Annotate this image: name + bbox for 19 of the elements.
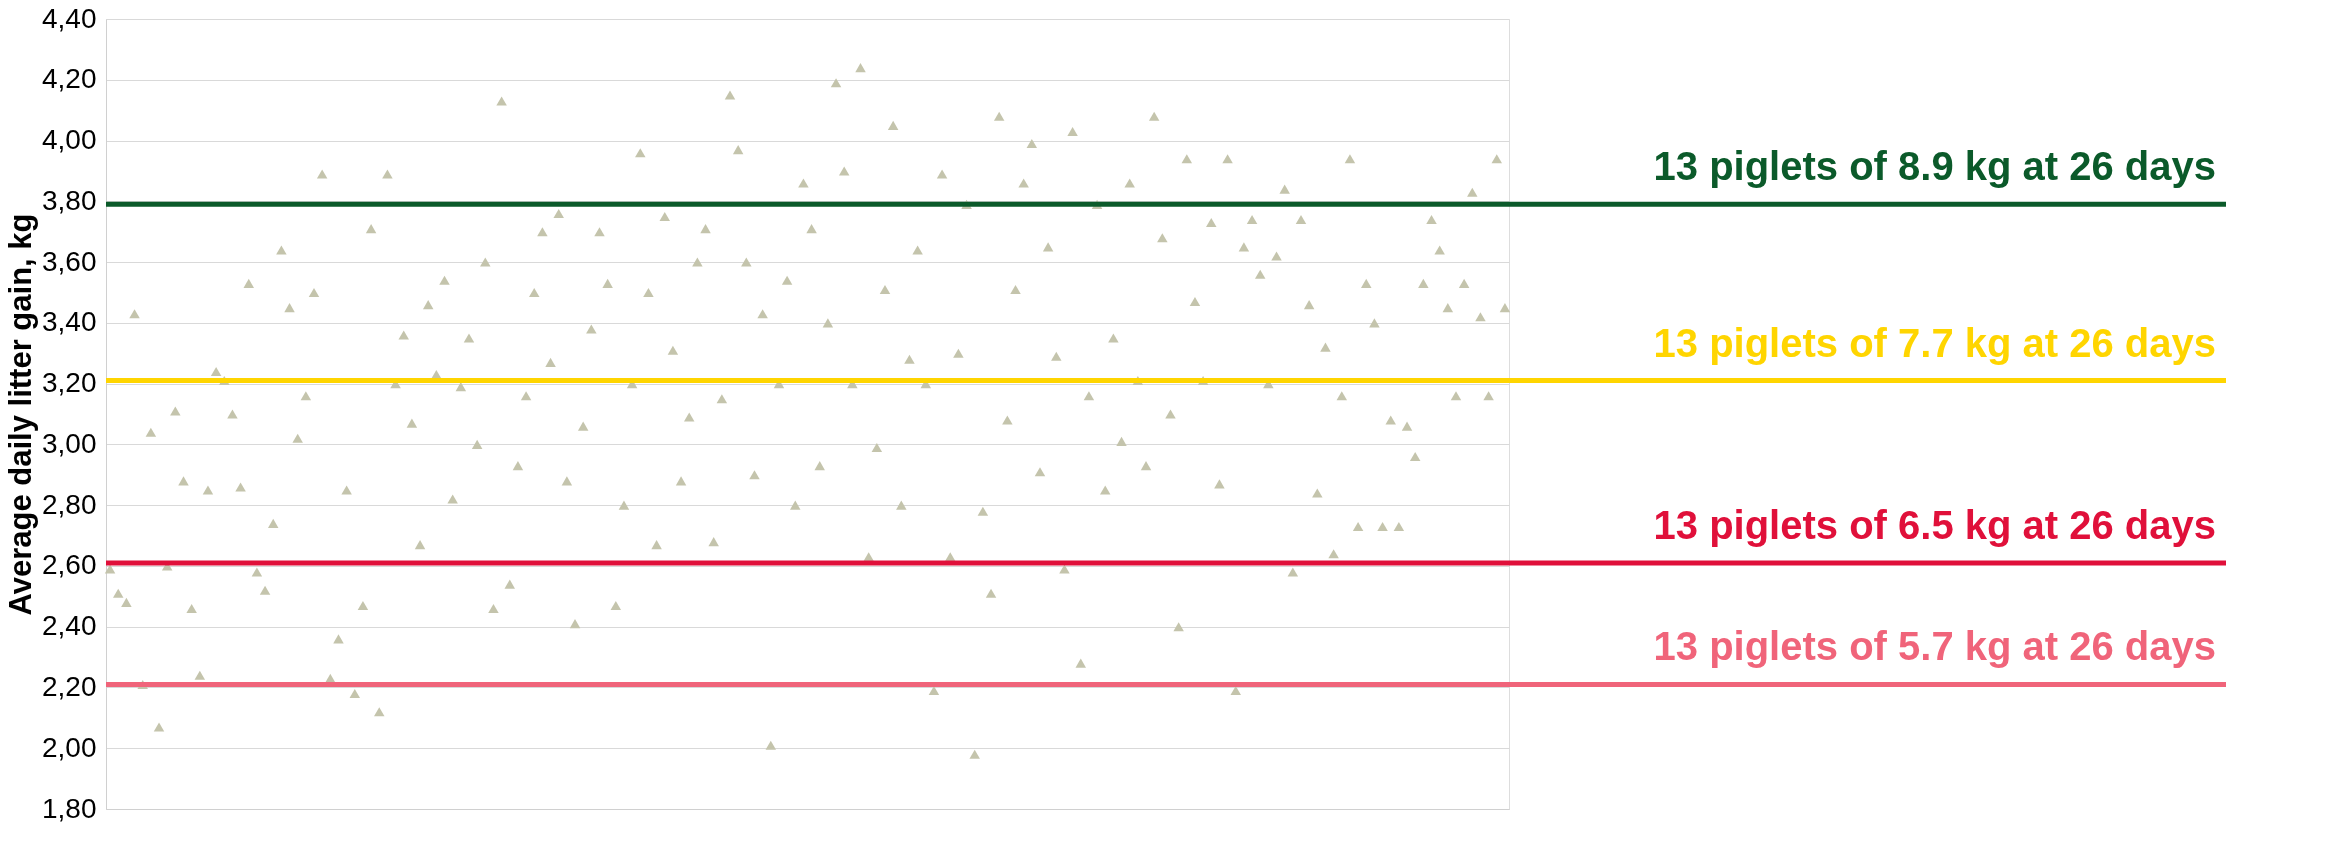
ref-line-label: 13 piglets of 5.7 kg at 26 days: [1653, 624, 2216, 669]
y-tick-label: 4,00: [42, 124, 97, 156]
y-tick-label: 2,00: [42, 731, 97, 763]
y-tick-label: 3,00: [42, 427, 97, 459]
y-tick-label: 4,40: [42, 2, 97, 34]
y-tick-label: 3,20: [42, 367, 97, 399]
ref-line-label: 13 piglets of 7.7 kg at 26 days: [1653, 320, 2216, 365]
y-tick-label: 2,20: [42, 670, 97, 702]
y-tick-label: 2,60: [42, 549, 97, 581]
y-tick-label: 1,80: [42, 792, 97, 824]
y-axis-title: Average daily litter gain, kg: [3, 213, 38, 616]
y-tick-label: 3,40: [42, 306, 97, 338]
ref-line-label: 13 piglets of 6.5 kg at 26 days: [1653, 502, 2216, 547]
ref-line-label: 13 piglets of 8.9 kg at 26 days: [1653, 144, 2216, 189]
y-tick-label: 2,80: [42, 488, 97, 520]
y-tick-label: 3,80: [42, 184, 97, 216]
y-tick-label: 3,60: [42, 245, 97, 277]
y-tick-label: 4,20: [42, 63, 97, 95]
y-tick-label: 2,40: [42, 610, 97, 642]
